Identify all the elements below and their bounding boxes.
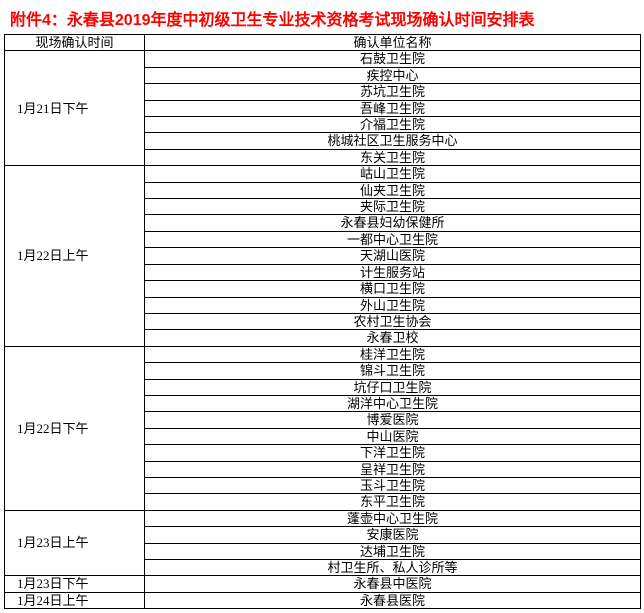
time-cell: 1月22日下午 xyxy=(5,346,145,510)
unit-cell: 下洋卫生院 xyxy=(145,445,641,461)
time-cell: 1月23日上午 xyxy=(5,510,145,576)
unit-cell: 永春县医院 xyxy=(145,592,641,608)
time-cell: 1月21日下午 xyxy=(5,51,145,166)
unit-cell: 达埔卫生院 xyxy=(145,543,641,559)
header-unit: 确认单位名称 xyxy=(145,35,641,51)
schedule-table: 现场确认时间 确认单位名称 1月21日下午石鼓卫生院疾控中心苏坑卫生院吾峰卫生院… xyxy=(4,34,641,609)
unit-cell: 计生服务站 xyxy=(145,264,641,280)
table-row: 1月23日上午蓬壶中心卫生院 xyxy=(5,510,641,526)
unit-cell: 桂洋卫生院 xyxy=(145,346,641,362)
unit-cell: 夹际卫生院 xyxy=(145,199,641,215)
unit-cell: 东平卫生院 xyxy=(145,494,641,510)
unit-cell: 一都中心卫生院 xyxy=(145,231,641,247)
table-header-row: 现场确认时间 确认单位名称 xyxy=(5,35,641,51)
table-row: 1月23日下午永春县中医院 xyxy=(5,576,641,592)
time-cell: 1月22日上午 xyxy=(5,166,145,346)
unit-cell: 天湖山医院 xyxy=(145,248,641,264)
unit-cell: 疾控中心 xyxy=(145,67,641,83)
unit-cell: 吾峰卫生院 xyxy=(145,100,641,116)
unit-cell: 安康医院 xyxy=(145,527,641,543)
unit-cell: 苏坑卫生院 xyxy=(145,84,641,100)
unit-cell: 横口卫生院 xyxy=(145,281,641,297)
unit-cell: 蓬壶中心卫生院 xyxy=(145,510,641,526)
unit-cell: 石鼓卫生院 xyxy=(145,51,641,67)
header-time: 现场确认时间 xyxy=(5,35,145,51)
unit-cell: 玉斗卫生院 xyxy=(145,477,641,493)
unit-cell: 农村卫生协会 xyxy=(145,313,641,329)
time-cell: 1月24日上午 xyxy=(5,592,145,608)
unit-cell: 永春县妇幼保健所 xyxy=(145,215,641,231)
unit-cell: 永春卫校 xyxy=(145,330,641,346)
unit-cell: 桃城社区卫生服务中心 xyxy=(145,133,641,149)
unit-cell: 博爱医院 xyxy=(145,412,641,428)
table-row: 1月24日上午永春县医院 xyxy=(5,592,641,608)
table-row: 1月22日下午桂洋卫生院 xyxy=(5,346,641,362)
unit-cell: 呈祥卫生院 xyxy=(145,461,641,477)
unit-cell: 中山医院 xyxy=(145,428,641,444)
page-title: 附件4：永春县2019年度中初级卫生专业技术资格考试现场确认时间安排表 xyxy=(4,4,640,34)
table-row: 1月22日上午岵山卫生院 xyxy=(5,166,641,182)
unit-cell: 湖洋中心卫生院 xyxy=(145,395,641,411)
unit-cell: 介福卫生院 xyxy=(145,117,641,133)
unit-cell: 坑仔口卫生院 xyxy=(145,379,641,395)
unit-cell: 永春县中医院 xyxy=(145,576,641,592)
unit-cell: 岵山卫生院 xyxy=(145,166,641,182)
table-row: 1月21日下午石鼓卫生院 xyxy=(5,51,641,67)
unit-cell: 东关卫生院 xyxy=(145,149,641,165)
unit-cell: 村卫生所、私人诊所等 xyxy=(145,560,641,576)
time-cell: 1月23日下午 xyxy=(5,576,145,592)
unit-cell: 仙夹卫生院 xyxy=(145,182,641,198)
unit-cell: 外山卫生院 xyxy=(145,297,641,313)
unit-cell: 锦斗卫生院 xyxy=(145,363,641,379)
